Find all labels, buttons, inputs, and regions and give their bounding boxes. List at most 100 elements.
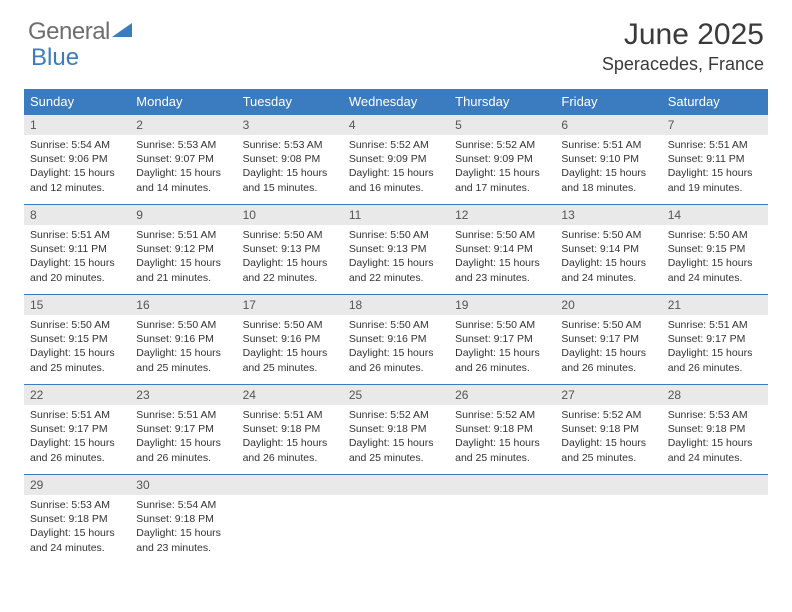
day-content: Sunrise: 5:52 AMSunset: 9:18 PMDaylight:… <box>449 405 555 471</box>
day-content: Sunrise: 5:53 AMSunset: 9:18 PMDaylight:… <box>662 405 768 471</box>
calendar-cell: 2Sunrise: 5:53 AMSunset: 9:07 PMDaylight… <box>130 115 236 205</box>
calendar-row: 8Sunrise: 5:51 AMSunset: 9:11 PMDaylight… <box>24 205 768 295</box>
day-number-empty <box>237 475 343 495</box>
calendar-cell: 26Sunrise: 5:52 AMSunset: 9:18 PMDayligh… <box>449 385 555 475</box>
day-content: Sunrise: 5:52 AMSunset: 9:09 PMDaylight:… <box>343 135 449 201</box>
day-number: 3 <box>237 115 343 135</box>
day-number: 25 <box>343 385 449 405</box>
day-content: Sunrise: 5:50 AMSunset: 9:15 PMDaylight:… <box>24 315 130 381</box>
calendar-table: Sunday Monday Tuesday Wednesday Thursday… <box>24 89 768 565</box>
day-content: Sunrise: 5:50 AMSunset: 9:14 PMDaylight:… <box>555 225 661 291</box>
calendar-cell <box>449 475 555 565</box>
day-content: Sunrise: 5:51 AMSunset: 9:18 PMDaylight:… <box>237 405 343 471</box>
day-content: Sunrise: 5:50 AMSunset: 9:16 PMDaylight:… <box>343 315 449 381</box>
calendar-cell: 14Sunrise: 5:50 AMSunset: 9:15 PMDayligh… <box>662 205 768 295</box>
calendar-cell: 22Sunrise: 5:51 AMSunset: 9:17 PMDayligh… <box>24 385 130 475</box>
day-number: 24 <box>237 385 343 405</box>
day-content: Sunrise: 5:54 AMSunset: 9:06 PMDaylight:… <box>24 135 130 201</box>
calendar-cell: 17Sunrise: 5:50 AMSunset: 9:16 PMDayligh… <box>237 295 343 385</box>
calendar-cell: 19Sunrise: 5:50 AMSunset: 9:17 PMDayligh… <box>449 295 555 385</box>
calendar-cell: 6Sunrise: 5:51 AMSunset: 9:10 PMDaylight… <box>555 115 661 205</box>
day-number: 10 <box>237 205 343 225</box>
day-content: Sunrise: 5:51 AMSunset: 9:17 PMDaylight:… <box>130 405 236 471</box>
day-content: Sunrise: 5:51 AMSunset: 9:17 PMDaylight:… <box>24 405 130 471</box>
day-number: 23 <box>130 385 236 405</box>
calendar-row: 15Sunrise: 5:50 AMSunset: 9:15 PMDayligh… <box>24 295 768 385</box>
calendar-cell: 8Sunrise: 5:51 AMSunset: 9:11 PMDaylight… <box>24 205 130 295</box>
calendar-cell <box>555 475 661 565</box>
day-content: Sunrise: 5:50 AMSunset: 9:16 PMDaylight:… <box>237 315 343 381</box>
day-number: 1 <box>24 115 130 135</box>
calendar-cell: 5Sunrise: 5:52 AMSunset: 9:09 PMDaylight… <box>449 115 555 205</box>
calendar-cell: 20Sunrise: 5:50 AMSunset: 9:17 PMDayligh… <box>555 295 661 385</box>
calendar-cell: 25Sunrise: 5:52 AMSunset: 9:18 PMDayligh… <box>343 385 449 475</box>
header: General June 2025 Speracedes, France <box>0 0 792 83</box>
day-content: Sunrise: 5:52 AMSunset: 9:18 PMDaylight:… <box>343 405 449 471</box>
day-content: Sunrise: 5:52 AMSunset: 9:09 PMDaylight:… <box>449 135 555 201</box>
day-number-empty <box>662 475 768 495</box>
logo-text-general: General <box>28 18 110 46</box>
weekday-header-row: Sunday Monday Tuesday Wednesday Thursday… <box>24 89 768 115</box>
day-number: 20 <box>555 295 661 315</box>
day-content: Sunrise: 5:51 AMSunset: 9:17 PMDaylight:… <box>662 315 768 381</box>
month-title: June 2025 <box>602 18 764 52</box>
calendar-row: 22Sunrise: 5:51 AMSunset: 9:17 PMDayligh… <box>24 385 768 475</box>
day-number: 13 <box>555 205 661 225</box>
day-number: 16 <box>130 295 236 315</box>
calendar-cell: 21Sunrise: 5:51 AMSunset: 9:17 PMDayligh… <box>662 295 768 385</box>
calendar-row: 29Sunrise: 5:53 AMSunset: 9:18 PMDayligh… <box>24 475 768 565</box>
day-number: 2 <box>130 115 236 135</box>
calendar-cell <box>662 475 768 565</box>
calendar-cell: 16Sunrise: 5:50 AMSunset: 9:16 PMDayligh… <box>130 295 236 385</box>
day-number: 18 <box>343 295 449 315</box>
day-content: Sunrise: 5:53 AMSunset: 9:07 PMDaylight:… <box>130 135 236 201</box>
day-number: 29 <box>24 475 130 495</box>
day-number: 5 <box>449 115 555 135</box>
day-number-empty <box>343 475 449 495</box>
day-number: 28 <box>662 385 768 405</box>
logo-triangle-icon <box>112 21 134 39</box>
calendar-cell: 30Sunrise: 5:54 AMSunset: 9:18 PMDayligh… <box>130 475 236 565</box>
day-number: 27 <box>555 385 661 405</box>
day-number: 21 <box>662 295 768 315</box>
weekday-thursday: Thursday <box>449 89 555 115</box>
day-number: 30 <box>130 475 236 495</box>
day-number: 14 <box>662 205 768 225</box>
calendar-cell: 23Sunrise: 5:51 AMSunset: 9:17 PMDayligh… <box>130 385 236 475</box>
day-number: 7 <box>662 115 768 135</box>
day-number-empty <box>449 475 555 495</box>
calendar-cell: 10Sunrise: 5:50 AMSunset: 9:13 PMDayligh… <box>237 205 343 295</box>
calendar-cell: 13Sunrise: 5:50 AMSunset: 9:14 PMDayligh… <box>555 205 661 295</box>
calendar-cell: 3Sunrise: 5:53 AMSunset: 9:08 PMDaylight… <box>237 115 343 205</box>
logo-text-blue: Blue <box>31 44 79 72</box>
day-number: 15 <box>24 295 130 315</box>
day-content: Sunrise: 5:50 AMSunset: 9:13 PMDaylight:… <box>237 225 343 291</box>
calendar-cell: 12Sunrise: 5:50 AMSunset: 9:14 PMDayligh… <box>449 205 555 295</box>
calendar-cell <box>343 475 449 565</box>
calendar-cell: 7Sunrise: 5:51 AMSunset: 9:11 PMDaylight… <box>662 115 768 205</box>
calendar-cell: 27Sunrise: 5:52 AMSunset: 9:18 PMDayligh… <box>555 385 661 475</box>
logo: General <box>28 18 134 46</box>
calendar-cell: 1Sunrise: 5:54 AMSunset: 9:06 PMDaylight… <box>24 115 130 205</box>
calendar-cell: 18Sunrise: 5:50 AMSunset: 9:16 PMDayligh… <box>343 295 449 385</box>
day-number: 19 <box>449 295 555 315</box>
location: Speracedes, France <box>602 54 764 75</box>
day-content: Sunrise: 5:51 AMSunset: 9:11 PMDaylight:… <box>24 225 130 291</box>
calendar-body: 1Sunrise: 5:54 AMSunset: 9:06 PMDaylight… <box>24 115 768 565</box>
day-content: Sunrise: 5:51 AMSunset: 9:12 PMDaylight:… <box>130 225 236 291</box>
day-content: Sunrise: 5:54 AMSunset: 9:18 PMDaylight:… <box>130 495 236 561</box>
day-content: Sunrise: 5:50 AMSunset: 9:14 PMDaylight:… <box>449 225 555 291</box>
day-number: 17 <box>237 295 343 315</box>
day-number: 11 <box>343 205 449 225</box>
day-number: 4 <box>343 115 449 135</box>
day-content: Sunrise: 5:53 AMSunset: 9:08 PMDaylight:… <box>237 135 343 201</box>
day-content: Sunrise: 5:52 AMSunset: 9:18 PMDaylight:… <box>555 405 661 471</box>
calendar-cell: 11Sunrise: 5:50 AMSunset: 9:13 PMDayligh… <box>343 205 449 295</box>
day-content: Sunrise: 5:50 AMSunset: 9:17 PMDaylight:… <box>449 315 555 381</box>
weekday-saturday: Saturday <box>662 89 768 115</box>
calendar-row: 1Sunrise: 5:54 AMSunset: 9:06 PMDaylight… <box>24 115 768 205</box>
calendar-cell: 29Sunrise: 5:53 AMSunset: 9:18 PMDayligh… <box>24 475 130 565</box>
title-block: June 2025 Speracedes, France <box>602 18 764 75</box>
day-number: 12 <box>449 205 555 225</box>
day-content: Sunrise: 5:50 AMSunset: 9:17 PMDaylight:… <box>555 315 661 381</box>
